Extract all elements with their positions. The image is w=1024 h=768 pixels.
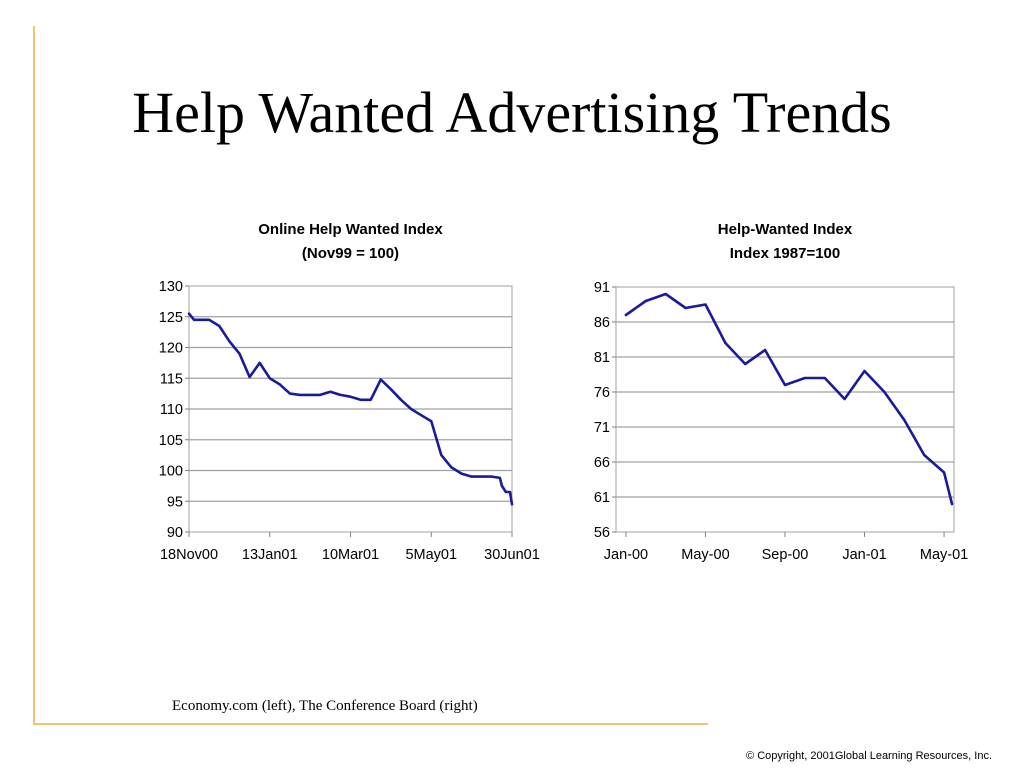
x-tick-label: 10Mar01 (322, 547, 379, 563)
y-tick-label: 120 (159, 341, 183, 357)
y-tick-label: 71 (594, 420, 610, 436)
x-tick-label: May-00 (681, 547, 729, 563)
x-tick-label: 13Jan01 (242, 547, 298, 563)
x-tick-label: Jan-01 (842, 547, 886, 563)
x-tick-label: Jan-00 (604, 547, 648, 563)
source-caption: Economy.com (left), The Conference Board… (172, 698, 478, 714)
series-line-1 (624, 292, 954, 506)
bottom-accent-rule (33, 723, 708, 725)
x-tick-label: Sep-00 (762, 547, 809, 563)
y-tick-label: 110 (160, 402, 183, 418)
y-tick-label: 130 (159, 279, 183, 295)
y-tick-label: 95 (167, 494, 183, 510)
y-tick-label: 90 (167, 525, 183, 541)
y-tick-label: 66 (594, 455, 610, 471)
y-tick-label: 56 (594, 525, 610, 541)
copyright-notice: © Copyright, 2001Global Learning Resourc… (746, 750, 992, 762)
y-tick-label: 115 (160, 371, 183, 387)
y-tick-label: 76 (594, 385, 610, 401)
y-tick-label: 91 (594, 280, 610, 296)
series-line-1 (187, 312, 514, 506)
left-accent-rule (33, 26, 35, 724)
y-tick-label: 100 (159, 464, 183, 480)
slide-title: Help Wanted Advertising Trends (132, 80, 892, 145)
online-help-wanted-chart: Online Help Wanted Index (Nov99 = 100) 90 9… (159, 221, 540, 563)
y-tick-label: 105 (159, 433, 183, 449)
help-wanted-index-chart: Help-Wanted Index Index 1987=100 56 61 66 71 7… (594, 221, 968, 563)
plot-area (615, 286, 955, 533)
y-tick-label: 125 (159, 310, 183, 326)
x-tick-label: 5May01 (405, 547, 457, 563)
chart-subtitle: Index 1987=100 (730, 245, 841, 262)
x-tick-label: 18Nov00 (160, 547, 218, 563)
x-tick-label: 30Jun01 (484, 547, 540, 563)
chart-title: Online Help Wanted Index (258, 221, 443, 238)
chart-title: Help-Wanted Index (718, 221, 853, 238)
y-tick-label: 61 (594, 490, 610, 506)
chart-subtitle: (Nov99 = 100) (302, 245, 399, 262)
y-tick-label: 86 (594, 315, 610, 331)
x-tick-label: May-01 (920, 547, 968, 563)
y-tick-label: 81 (594, 350, 610, 366)
